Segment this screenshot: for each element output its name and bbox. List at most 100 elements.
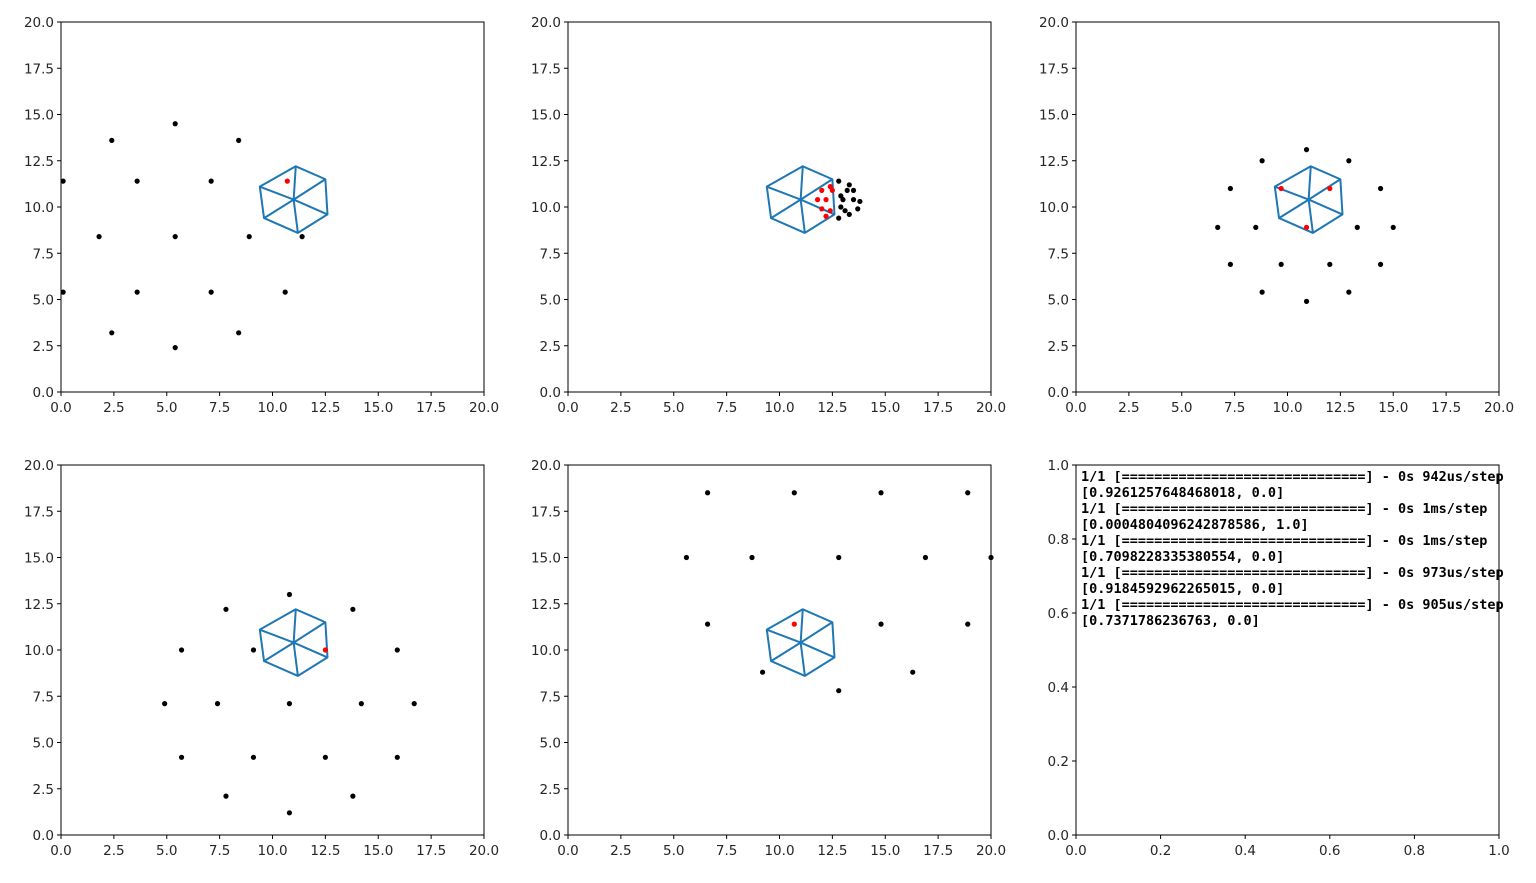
black-point — [1259, 158, 1265, 164]
x-tick-label: 17.5 — [1431, 400, 1461, 416]
black-point — [791, 490, 797, 496]
y-tick-label: 12.5 — [1039, 154, 1069, 170]
black-point — [878, 490, 884, 496]
red-point — [791, 621, 797, 627]
black-point — [394, 754, 400, 760]
red-point — [819, 187, 825, 193]
x-tick-label: 0.8 — [1404, 843, 1425, 859]
y-tick-label: 17.5 — [531, 61, 561, 77]
black-point — [411, 701, 417, 707]
log-line: 1/1 [==============================] - 0… — [1081, 565, 1504, 581]
x-tick-label: 7.5 — [209, 400, 230, 416]
hexagon-spoke — [770, 641, 802, 662]
subplot-2: 0.0 2.5 5.0 7.5 10.0 12.5 15.0 17.5 20.0 0.0 2.5 5.… — [531, 15, 1006, 416]
black-point — [988, 554, 994, 561]
x-tick-label: 20.0 — [469, 843, 499, 859]
x-tick-label: 12.5 — [1325, 400, 1355, 416]
black-point — [836, 554, 842, 561]
black-point — [844, 187, 850, 193]
y-tick-label: 0.0 — [1048, 385, 1069, 401]
x-tick-label: 17.5 — [923, 400, 953, 416]
black-point — [965, 490, 971, 496]
black-point — [836, 688, 842, 694]
x-tick-label: 10.0 — [1272, 400, 1302, 416]
x-tick-label: 5.0 — [663, 400, 684, 416]
hexagon-spoke — [1308, 198, 1343, 216]
black-point — [1253, 224, 1259, 230]
log-line: 1/1 [==============================] - 0… — [1081, 501, 1487, 517]
x-tick-label: 0.0 — [50, 400, 71, 416]
y-tick-label: 0.0 — [540, 828, 561, 844]
black-point — [1390, 224, 1396, 230]
y-tick-label: 5.0 — [540, 293, 561, 309]
hexagon-spoke — [800, 178, 833, 201]
x-tick-label: 12.5 — [310, 400, 340, 416]
black-point — [842, 208, 848, 214]
x-tick-label: 15.0 — [870, 843, 900, 859]
y-tick-label: 7.5 — [33, 689, 54, 705]
black-point — [322, 754, 328, 760]
red-point — [829, 187, 835, 193]
y-tick-label: 12.5 — [24, 154, 54, 170]
black-point — [704, 621, 711, 627]
black-point — [850, 187, 857, 193]
black-point — [299, 234, 305, 240]
y-tick-label: 15.0 — [24, 551, 54, 567]
black-point — [208, 178, 214, 184]
black-point — [350, 793, 356, 799]
y-tick-label: 2.5 — [540, 339, 561, 355]
y-tick-label: 0.0 — [1048, 828, 1069, 844]
x-tick-label: 0.0 — [557, 400, 578, 416]
black-point — [282, 289, 288, 295]
y-tick-label: 0.0 — [540, 385, 561, 401]
black-point — [965, 621, 971, 627]
hexagon-spoke — [292, 199, 299, 234]
hexagon-spoke — [1307, 199, 1314, 234]
y-tick-label: 0.8 — [1048, 532, 1069, 548]
black-point — [1346, 158, 1352, 164]
y-tick-label: 0.0 — [33, 828, 54, 844]
black-point — [223, 793, 229, 799]
black-point — [1303, 147, 1310, 153]
black-point — [1227, 261, 1233, 267]
x-tick-label: 5.0 — [156, 400, 177, 416]
x-tick-label: 15.0 — [870, 400, 900, 416]
black-point — [850, 197, 857, 203]
hexagon-spoke — [1307, 166, 1312, 200]
y-tick-label: 12.5 — [24, 597, 54, 613]
x-tick-label: 0.6 — [1319, 843, 1340, 859]
axes-frame — [60, 464, 485, 836]
x-tick-label: 2.5 — [1118, 400, 1139, 416]
x-tick-label: 15.0 — [1378, 400, 1408, 416]
hexagon-spoke — [259, 628, 295, 644]
black-point — [60, 289, 66, 295]
black-point — [246, 234, 252, 240]
log-line: 1/1 [==============================] - 0… — [1081, 469, 1504, 485]
y-tick-label: 0.0 — [33, 385, 54, 401]
black-point — [223, 606, 229, 612]
y-tick-label: 2.5 — [1048, 339, 1069, 355]
log-line: [0.0004804096242878586, 1.0] — [1081, 517, 1309, 533]
black-point — [250, 647, 257, 653]
y-tick-label: 1.0 — [1048, 458, 1069, 474]
black-point — [96, 234, 102, 240]
black-point — [922, 554, 929, 561]
hexagon-spoke — [800, 641, 835, 659]
x-tick-label: 17.5 — [416, 843, 446, 859]
x-tick-label: 12.5 — [817, 400, 847, 416]
hexagon-spoke — [799, 166, 804, 200]
y-tick-label: 2.5 — [33, 782, 54, 798]
black-point — [286, 591, 293, 598]
y-tick-label: 7.5 — [33, 246, 54, 262]
red-point — [322, 647, 328, 653]
log-line: [0.9184592962265015, 0.0] — [1081, 581, 1284, 597]
x-tick-label: 10.0 — [257, 400, 287, 416]
y-tick-label: 12.5 — [531, 597, 561, 613]
x-tick-label: 0.4 — [1234, 843, 1255, 859]
black-point — [172, 234, 178, 240]
black-point — [857, 198, 863, 205]
x-tick-label: 2.5 — [103, 843, 124, 859]
x-tick-label: 20.0 — [976, 843, 1006, 859]
y-tick-label: 17.5 — [1039, 61, 1069, 77]
black-point — [350, 606, 356, 612]
